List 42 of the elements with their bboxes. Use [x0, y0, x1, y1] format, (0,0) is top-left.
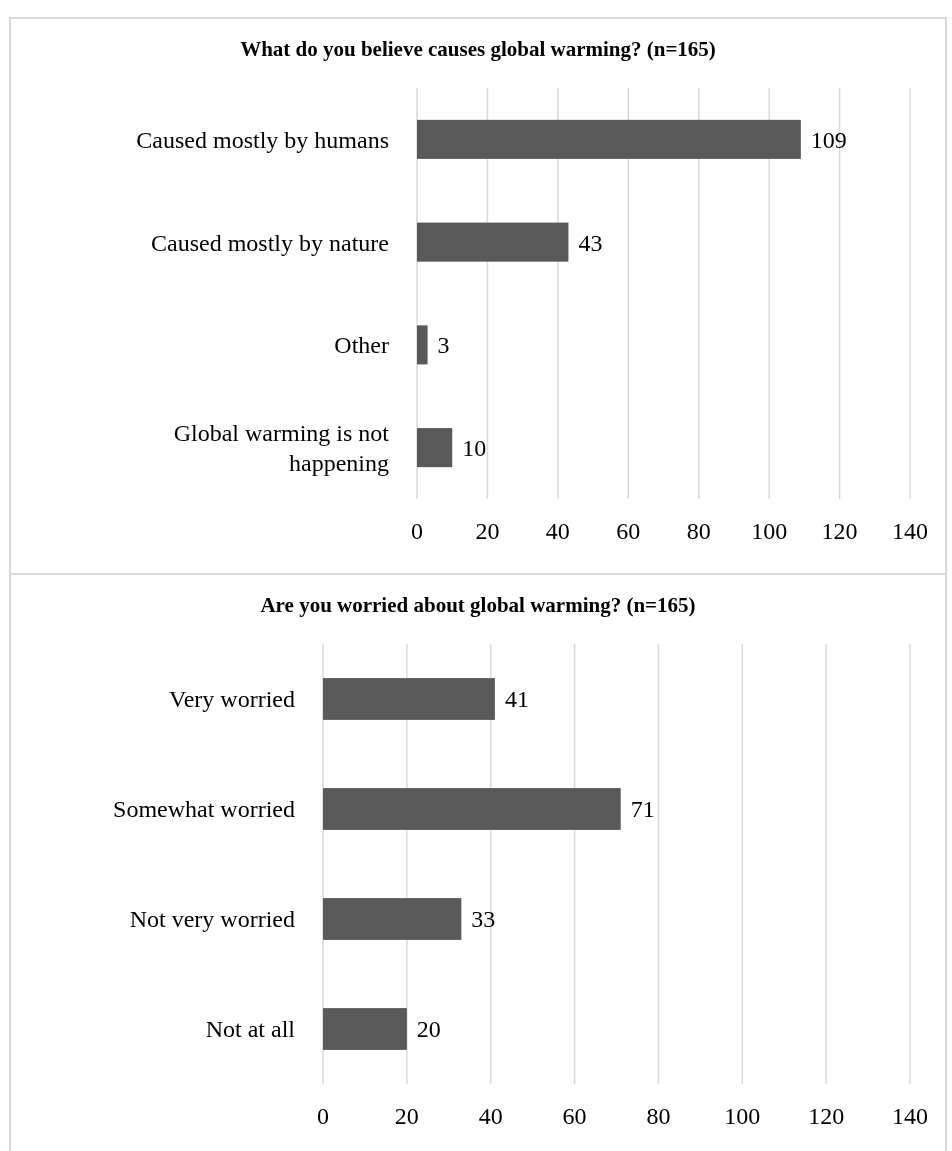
y-tick-label: Not at all [205, 1016, 296, 1043]
data-label: 3 [437, 332, 450, 359]
chart-title: Are you worried about global warming? (n=165) [260, 593, 696, 617]
data-label: 10 [462, 435, 487, 462]
x-tick-label: 40 [545, 518, 570, 544]
bar [417, 222, 569, 262]
data-label: 41 [504, 686, 529, 713]
x-tick-label: 0 [317, 1103, 329, 1129]
x-tick-label: 100 [724, 1103, 761, 1129]
x-tick-label: 0 [411, 518, 423, 544]
data-label: 20 [416, 1016, 441, 1043]
x-tick-label: 120 [808, 1103, 845, 1129]
bar [323, 898, 462, 940]
bar [323, 678, 495, 720]
y-tick-label: Very worried [169, 686, 295, 713]
x-tick-label: 60 [562, 1103, 587, 1129]
bar [323, 1008, 407, 1050]
x-tick-label: 40 [478, 1103, 503, 1129]
y-tick-label: Caused mostly by humans [136, 126, 389, 153]
bar [417, 119, 801, 159]
data-label: 33 [471, 906, 496, 933]
data-label: 43 [578, 229, 603, 256]
x-tick-label: 80 [686, 518, 711, 544]
data-label: 109 [810, 126, 847, 153]
y-tick-label: Not very worried [129, 906, 295, 933]
x-tick-label: 80 [646, 1103, 671, 1129]
x-tick-label: 100 [751, 518, 788, 544]
x-tick-label: 140 [892, 518, 928, 544]
x-tick-label: 140 [892, 1103, 928, 1129]
y-tick-label: Somewhat worried [113, 796, 295, 823]
bar [323, 788, 621, 830]
x-tick-label: 20 [475, 518, 500, 544]
bar [417, 428, 453, 468]
x-tick-label: 20 [394, 1103, 419, 1129]
x-tick-label: 60 [616, 518, 641, 544]
chart-title: What do you believe causes global warming? (n=165) [240, 37, 716, 61]
x-tick-label: 120 [821, 518, 858, 544]
bar [417, 325, 428, 365]
y-tick-label: Global warming is not happening [173, 420, 390, 477]
data-label: 71 [630, 796, 655, 823]
y-tick-label: Other [334, 332, 389, 359]
y-tick-label: Caused mostly by nature [151, 229, 389, 256]
